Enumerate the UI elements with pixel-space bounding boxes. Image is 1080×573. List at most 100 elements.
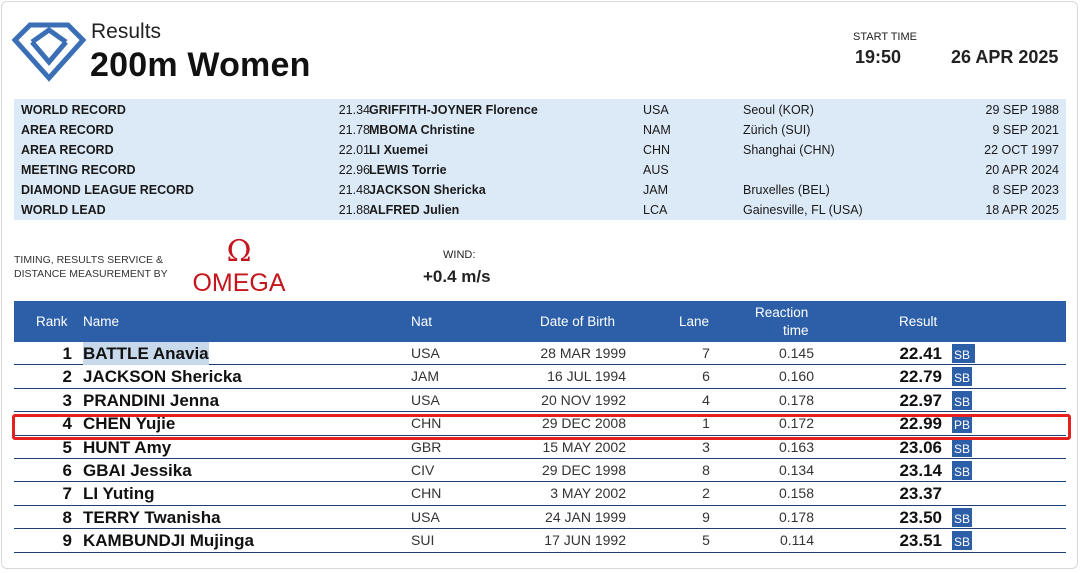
reaction-time-cell: 0.134: [778, 461, 814, 478]
athlete-name: CHEN Yujie: [83, 414, 176, 434]
wind-label: WIND:: [443, 249, 476, 261]
record-nat: JAM: [643, 183, 668, 197]
date-of-birth-cell: 3 MAY 2002: [550, 485, 626, 502]
date-of-birth-cell: 29 DEC 2008: [541, 415, 626, 432]
record-label: MEETING RECORD: [21, 163, 136, 177]
rank-cell: 6: [62, 460, 72, 480]
lane-cell: 9: [702, 508, 710, 525]
record-nat: CHN: [643, 143, 671, 157]
record-label: DIAMOND LEAGUE RECORD: [21, 183, 194, 197]
record-venue: Zürich (SUI): [743, 123, 811, 137]
record-mark: 21.48: [338, 183, 370, 197]
result-cell: 22.99: [899, 414, 942, 434]
lane-cell: 4: [702, 391, 710, 408]
header-dob: Date of Birth: [540, 314, 616, 329]
reaction-time-cell: 0.178: [778, 508, 814, 525]
reaction-time-cell: 0.178: [778, 391, 814, 408]
event-date: 26 APR 2025: [951, 47, 1059, 67]
reaction-time-cell: 0.145: [778, 345, 814, 361]
event-title: 200m Women: [90, 46, 311, 84]
record-row: AREA RECORD 21.78 MBOMA Christine NAM Zü…: [14, 120, 1066, 140]
rank-cell: 3: [62, 390, 72, 410]
nationality-cell: USA: [411, 345, 440, 361]
header-rank: Rank: [36, 314, 68, 329]
record-venue: Shanghai (CHN): [743, 143, 835, 157]
result-cell: 22.79: [899, 367, 942, 387]
record-badge: SB: [952, 531, 973, 551]
record-badge: SB: [952, 460, 973, 480]
header-reaction: Reaction: [755, 305, 809, 320]
nationality-cell: JAM: [411, 368, 439, 385]
record-date: 9 SEP 2021: [992, 123, 1060, 137]
rank-cell: 8: [62, 507, 72, 527]
table-row: 4 CHEN Yujie CHN 29 DEC 2008 1 0.172 22.99 PB: [14, 412, 1066, 436]
record-row: DIAMOND LEAGUE RECORD 21.48 JACKSON Sher…: [14, 180, 1066, 200]
record-label: WORLD RECORD: [21, 103, 126, 117]
reaction-time-cell: 0.114: [780, 532, 814, 549]
start-time-label: START TIME: [853, 31, 917, 43]
omega-wordmark: OMEGA: [192, 269, 285, 294]
table-row: 5 HUNT Amy GBR 15 MAY 2002 3 0.163 23.06 SB: [14, 436, 1066, 459]
header-reaction-time: time: [783, 323, 809, 338]
record-date: 8 SEP 2023: [992, 183, 1060, 197]
record-badge: SB: [952, 367, 973, 387]
header-lane: Lane: [679, 314, 710, 329]
record-row: WORLD LEAD 21.88 ALFRED Julien LCA Gaine…: [14, 200, 1066, 220]
timing-label-line1: TIMING, RESULTS SERVICE &: [14, 254, 163, 266]
records-panel: WORLD RECORD 21.34 GRIFFITH-JOYNER Flore…: [14, 99, 1066, 220]
table-row: 2 JACKSON Shericka JAM 16 JUL 1994 6 0.160 22.…: [14, 365, 1066, 389]
date-of-birth-cell: 28 MAR 1999: [540, 345, 626, 361]
result-cell: 23.37: [899, 484, 942, 504]
header-nat: Nat: [411, 314, 433, 329]
record-label: WORLD LEAD: [21, 203, 106, 217]
rank-cell: 4: [62, 414, 72, 434]
record-mark: 21.78: [338, 123, 370, 137]
record-date: 18 APR 2025: [985, 203, 1059, 217]
lane-cell: 6: [702, 368, 710, 385]
record-holder: LI Xuemei: [369, 143, 429, 157]
lane-cell: 3: [702, 438, 710, 455]
header-name: Name: [83, 314, 120, 329]
record-date: 20 APR 2024: [985, 163, 1059, 177]
record-nat: USA: [643, 103, 669, 117]
wind-value: +0.4 m/s: [423, 267, 491, 286]
record-label: AREA RECORD: [21, 123, 114, 137]
record-badge: SB: [952, 437, 973, 457]
diamond-logo-icon: [12, 22, 86, 82]
date-of-birth-cell: 17 JUN 1992: [544, 532, 626, 549]
athlete-name: GBAI Jessika: [83, 460, 192, 480]
table-row: 3 PRANDINI Jenna USA 20 NOV 1992 4 0.178 22.97…: [14, 389, 1066, 413]
nationality-cell: CHN: [411, 415, 442, 432]
reaction-time-cell: 0.163: [778, 438, 814, 455]
athlete-name: KAMBUNDJI Mujinga: [83, 531, 254, 551]
date-of-birth-cell: 24 JAN 1999: [545, 508, 626, 525]
table-row: 6 GBAI Jessika CIV 29 DEC 1998 8 0.134 23.14 SB: [14, 459, 1066, 483]
record-holder: JACKSON Shericka: [369, 183, 486, 197]
record-venue: Bruxelles (BEL): [743, 183, 830, 197]
result-cell: 22.41: [899, 344, 942, 363]
result-cell: 22.97: [899, 390, 942, 410]
date-of-birth-cell: 15 MAY 2002: [542, 438, 626, 455]
result-cell: 23.50: [899, 507, 942, 527]
lane-cell: 1: [702, 415, 710, 432]
lane-cell: 5: [702, 532, 710, 549]
record-badge: SB: [952, 507, 973, 527]
results-label: Results: [91, 20, 162, 43]
record-badge: SB: [952, 344, 973, 363]
table-row: 8 TERRY Twanisha USA 24 JAN 1999 9 0.178 23.50…: [14, 506, 1066, 530]
record-nat: NAM: [643, 123, 671, 137]
highlight-box: [12, 414, 1071, 440]
date-of-birth-cell: 20 NOV 1992: [541, 391, 626, 408]
results-table: Rank Name Nat Date of Birth Lane Reactio…: [14, 301, 1066, 553]
rank-cell: 1: [62, 344, 72, 363]
record-date: 22 OCT 1997: [984, 143, 1059, 157]
rank-cell: 7: [62, 484, 72, 504]
reaction-time-cell: 0.172: [778, 415, 814, 432]
record-row: WORLD RECORD 21.34 GRIFFITH-JOYNER Flore…: [14, 100, 1066, 120]
record-venue: Gainesville, FL (USA): [743, 203, 863, 217]
nationality-cell: CHN: [411, 485, 442, 502]
record-row: MEETING RECORD 22.96 LEWIS Torrie AUS 20…: [14, 160, 1066, 180]
lane-cell: 8: [702, 461, 710, 478]
record-holder: GRIFFITH-JOYNER Florence: [369, 103, 538, 117]
